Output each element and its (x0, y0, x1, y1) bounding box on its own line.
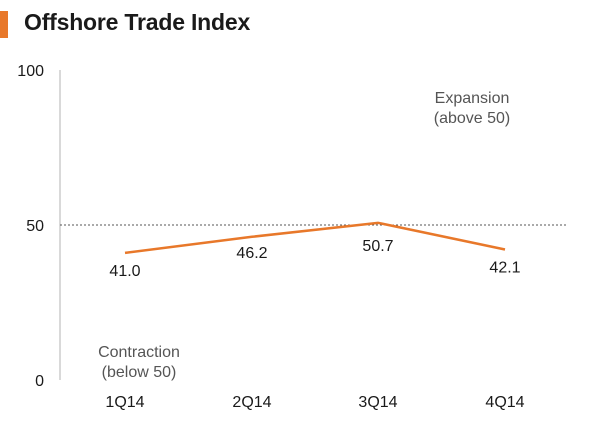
y-tick-label-0: 0 (35, 373, 44, 390)
expansion-annotation: Expansion (435, 90, 510, 107)
y-tick-label-100: 100 (17, 63, 44, 80)
expansion-annotation-sub: (above 50) (434, 110, 511, 127)
chart-title: Offshore Trade Index (24, 9, 251, 35)
contraction-annotation-sub: (below 50) (102, 364, 177, 381)
x-tick-label-4q14: 4Q14 (485, 394, 524, 411)
data-label-4q14: 42.1 (489, 259, 520, 276)
x-tick-label-2q14: 2Q14 (232, 394, 271, 411)
x-tick-label-1q14: 1Q14 (105, 394, 144, 411)
data-label-2q14: 46.2 (236, 245, 267, 262)
y-tick-label-50: 50 (26, 218, 44, 235)
data-label-1q14: 41.0 (109, 263, 140, 280)
title-accent-bar (0, 11, 8, 38)
contraction-annotation: Contraction (98, 344, 180, 361)
series-line (124, 221, 506, 255)
x-tick-label-3q14: 3Q14 (358, 394, 397, 411)
data-label-3q14: 50.7 (362, 238, 393, 255)
